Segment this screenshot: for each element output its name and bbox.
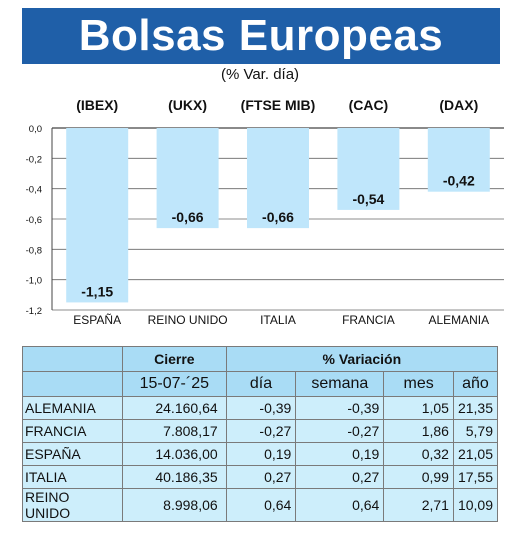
row-cierre: 24.160,64 — [121, 396, 227, 420]
x-tick-label: FRANCIA — [342, 313, 395, 327]
index-label: (DAX) — [439, 97, 478, 113]
table-row: ESPAÑA 14.036,00 0,19 0,19 0,32 21,05 — [22, 442, 499, 466]
row-dia: 0,19 — [225, 442, 297, 466]
row-name: FRANCIA — [22, 419, 123, 443]
row-ano: 10,09 — [452, 488, 499, 522]
row-semana: 0,27 — [295, 465, 385, 489]
row-ano: 17,55 — [452, 465, 499, 489]
bar — [247, 128, 309, 229]
row-name: REINO UNIDO — [22, 488, 123, 522]
row-mes: 0,99 — [383, 465, 454, 489]
empty-header-cell — [22, 346, 123, 372]
x-tick-label: REINO UNIDO — [148, 313, 228, 327]
bar — [156, 128, 219, 229]
index-label: (IBEX) — [76, 97, 118, 113]
x-tick-label: ALEMANIA — [428, 313, 489, 327]
x-tick-label: ITALIA — [260, 313, 296, 327]
row-name: ITALIA — [22, 465, 123, 489]
row-dia: 0,64 — [225, 488, 297, 522]
table-row: ITALIA 40.186,35 0,27 0,27 0,99 17,55 — [22, 465, 499, 489]
y-tick-label: -0,8 — [26, 245, 42, 256]
data-label: -0,42 — [443, 173, 475, 189]
header-cierre: Cierre — [121, 346, 227, 372]
row-ano: 21,35 — [452, 396, 499, 420]
data-label: -0,66 — [172, 209, 204, 225]
header-ano: año — [452, 371, 499, 397]
row-cierre: 14.036,00 — [121, 442, 227, 466]
row-cierre: 7.808,17 — [121, 419, 227, 443]
y-tick-label: -1,2 — [26, 306, 42, 317]
row-dia: -0,39 — [225, 396, 297, 420]
bar-chart: 0,0 -0,2 -0,4 -0,6 -0,8 -1,0 -1,2 -1,15 (IBEX) ES… — [26, 97, 504, 327]
row-mes: 1,86 — [383, 419, 454, 443]
empty-header-cell — [22, 371, 123, 397]
table-row: REINO UNIDO 8.998,06 0,64 0,64 2,71 10,0… — [22, 488, 499, 522]
index-label: (CAC) — [349, 97, 389, 113]
table-header-row-2: 15-07-´25 día semana mes año — [22, 371, 499, 397]
table-header-row-1: Cierre % Variación — [22, 346, 499, 372]
row-ano: 21,05 — [452, 442, 499, 466]
row-cierre: 40.186,35 — [121, 465, 227, 489]
header-mes: mes — [383, 371, 454, 397]
y-tick-label: -0,4 — [26, 185, 42, 196]
row-dia: 0,27 — [225, 465, 297, 489]
row-name: ALEMANIA — [22, 396, 123, 420]
data-label: -0,54 — [352, 191, 384, 207]
table-row: FRANCIA 7.808,17 -0,27 -0,27 1,86 5,79 — [22, 419, 499, 443]
row-name: ESPAÑA — [22, 442, 123, 466]
bar — [66, 128, 129, 303]
chart-subtitle: (% Var. día) — [220, 66, 300, 83]
row-semana: -0,39 — [295, 396, 385, 420]
y-tick-label: -1,0 — [26, 276, 42, 287]
row-mes: 1,05 — [383, 396, 454, 420]
y-tick-label: -0,6 — [26, 215, 42, 226]
header-semana: semana — [295, 371, 385, 397]
bar — [427, 128, 490, 192]
header-date: 15-07-´25 — [121, 371, 227, 397]
row-ano: 5,79 — [452, 419, 499, 443]
row-dia: -0,27 — [225, 419, 297, 443]
y-tick-label: -0,2 — [26, 154, 42, 165]
bar — [337, 128, 400, 210]
row-cierre: 8.998,06 — [121, 488, 227, 522]
data-label: -1,15 — [81, 283, 113, 299]
header-dia: día — [225, 371, 297, 397]
page-title: Bolsas Europeas — [22, 8, 500, 64]
row-mes: 2,71 — [383, 488, 454, 522]
index-label: (UKX) — [168, 97, 207, 113]
row-semana: 0,19 — [295, 442, 385, 466]
row-mes: 0,32 — [383, 442, 454, 466]
quotes-table: Cierre % Variación 15-07-´25 día semana … — [22, 346, 499, 522]
table-row: ALEMANIA 24.160,64 -0,39 -0,39 1,05 21,3… — [22, 396, 499, 420]
row-semana: -0,27 — [295, 419, 385, 443]
x-tick-label: ESPAÑA — [73, 313, 121, 327]
row-semana: 0,64 — [295, 488, 385, 522]
data-label: -0,66 — [262, 209, 294, 225]
index-label: (FTSE MIB) — [241, 97, 316, 113]
y-tick-label: 0,0 — [29, 124, 42, 135]
header-variacion: % Variación — [225, 346, 499, 372]
